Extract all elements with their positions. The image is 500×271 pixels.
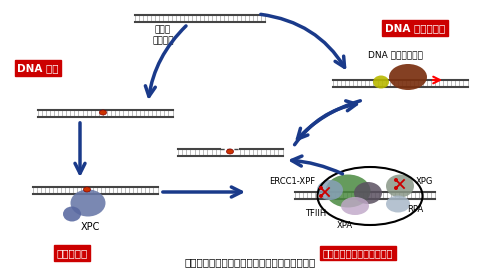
Ellipse shape [326, 175, 370, 208]
Ellipse shape [373, 76, 389, 89]
Ellipse shape [389, 64, 427, 90]
Ellipse shape [386, 195, 410, 212]
Ellipse shape [70, 189, 106, 217]
Text: 図１　ヌクレオチド除去修復の反応機構モデル: 図１ ヌクレオチド除去修復の反応機構モデル [184, 257, 316, 267]
Circle shape [319, 194, 323, 198]
Text: XPC: XPC [80, 222, 100, 232]
Text: 損傷の両側での一本鎖切断: 損傷の両側での一本鎖切断 [323, 248, 393, 258]
Text: XPG: XPG [416, 176, 432, 186]
Ellipse shape [100, 110, 106, 115]
Text: 紫外線
化学物質: 紫外線 化学物質 [152, 25, 174, 45]
Ellipse shape [63, 207, 81, 221]
Ellipse shape [386, 175, 414, 198]
Text: DNA 損傷: DNA 損傷 [17, 63, 59, 73]
Text: RPA: RPA [407, 205, 423, 215]
Circle shape [394, 186, 398, 190]
Text: DNA ポリメラーゼ: DNA ポリメラーゼ [368, 50, 422, 60]
Text: ERCC1-XPF: ERCC1-XPF [269, 176, 315, 186]
Ellipse shape [317, 180, 343, 200]
Text: XPA: XPA [337, 221, 353, 231]
Ellipse shape [84, 187, 90, 192]
Text: DNA 鎖の再合成: DNA 鎖の再合成 [385, 23, 445, 33]
Circle shape [394, 178, 398, 182]
Ellipse shape [341, 197, 369, 215]
Text: 損傷の認識: 損傷の認識 [56, 248, 88, 258]
Ellipse shape [354, 182, 382, 204]
Ellipse shape [226, 149, 234, 154]
Circle shape [319, 186, 323, 190]
Text: TFIIH: TFIIH [306, 209, 326, 218]
